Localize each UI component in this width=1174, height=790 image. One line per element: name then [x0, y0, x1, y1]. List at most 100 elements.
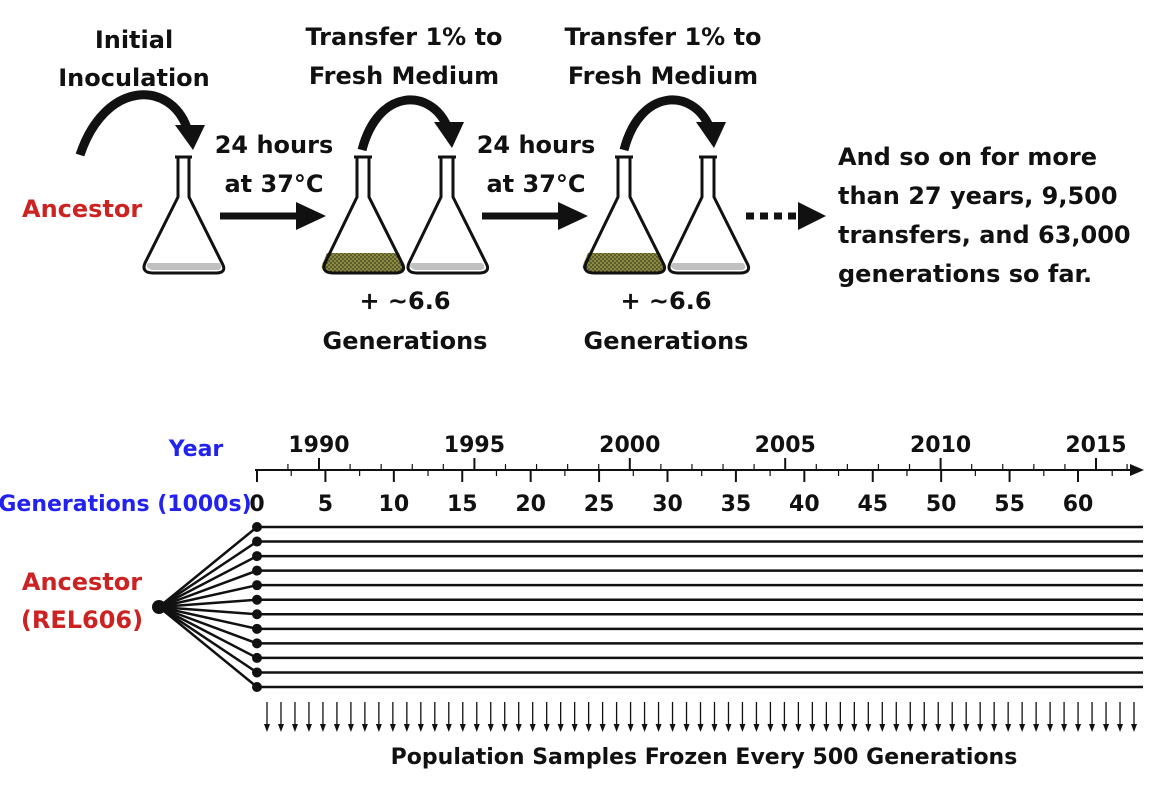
- year-tick-label: 2005: [755, 433, 816, 458]
- curved-arrow-transfer-1: [357, 95, 464, 152]
- frozen-sample-arrow: [389, 702, 396, 732]
- frozen-sample-arrow: [333, 702, 340, 732]
- frozen-sample-arrow: [347, 702, 354, 732]
- frozen-sample-arrow: [1033, 702, 1040, 732]
- incubation-1-line1: 24 hours: [215, 131, 334, 159]
- summary-line-3: transfers, and 63,000: [838, 221, 1131, 249]
- frozen-sample-arrow: [781, 702, 788, 732]
- frozen-sample-arrow: [1061, 702, 1068, 732]
- frozen-sample-arrow: [753, 702, 760, 732]
- population-start-dot: [252, 609, 262, 620]
- population-line: [158, 606, 1143, 692]
- year-tick-label: 2010: [910, 433, 971, 458]
- frozen-sample-arrow: [557, 702, 564, 732]
- step-initial-line1: Initial: [95, 26, 173, 54]
- generation-tick-label: 30: [652, 492, 683, 517]
- continuation-arrow: [746, 202, 826, 230]
- frozen-sample-arrow: [1089, 702, 1096, 732]
- step-transfer1-line1: Transfer 1% to: [305, 23, 502, 51]
- frozen-sample-arrow: [431, 702, 438, 732]
- frozen-sample-arrow: [585, 702, 592, 732]
- frozen-sample-arrow: [627, 702, 634, 732]
- population-line: [158, 522, 1143, 608]
- year-ticks: [287, 458, 1128, 470]
- generation-tick-label: 55: [994, 492, 1025, 517]
- summary-line-1: And so on for more: [838, 143, 1097, 171]
- frozen-sample-arrow: [501, 702, 508, 732]
- population-start-dot: [252, 682, 262, 692]
- frozen-sample-arrow: [823, 702, 830, 732]
- population-line: [158, 536, 1143, 609]
- year-tick-label: 2015: [1065, 433, 1126, 458]
- generation-tick-label: 45: [857, 492, 888, 517]
- step-transfer2-line1: Transfer 1% to: [564, 23, 761, 51]
- frozen-sample-arrow: [641, 702, 648, 732]
- generation-tick-label: 20: [515, 492, 546, 517]
- frozen-sample-arrow: [963, 702, 970, 732]
- frozen-sample-arrows: [264, 702, 1137, 732]
- generation-tick-label: 0: [249, 492, 264, 517]
- frozen-sample-arrow: [361, 702, 368, 732]
- generations-axis-label: Generations (1000s): [0, 492, 252, 517]
- frozen-sample-arrow: [445, 702, 452, 732]
- curved-arrow-inoculation: [75, 90, 205, 157]
- year-tick-label: 1995: [444, 433, 505, 458]
- incubation-2-line2: at 37°C: [486, 170, 585, 198]
- population-line: [158, 605, 1143, 620]
- frozen-sample-arrow: [1131, 702, 1137, 732]
- frozen-sample-arrow: [711, 702, 718, 732]
- incubation-arrow-1: [220, 202, 326, 230]
- frozen-sample-arrow: [375, 702, 382, 732]
- population-start-dot: [252, 522, 262, 532]
- frozen-sample-arrow: [879, 702, 886, 732]
- frozen-sample-arrow: [264, 702, 270, 732]
- frozen-sample-arrow: [613, 702, 620, 732]
- flask-cultured-1: [321, 155, 406, 275]
- frozen-sample-arrow: [949, 702, 956, 732]
- generation-note-2-line1: + ~6.6: [620, 287, 711, 315]
- population-start-dot: [252, 551, 262, 562]
- population-line: [158, 605, 1143, 678]
- frozen-sample-arrow: [683, 702, 690, 732]
- population-line: [158, 594, 1143, 609]
- generation-tick-label: 10: [379, 492, 410, 517]
- ancestor-label-top: Ancestor: [22, 195, 142, 223]
- step-transfer2-line2: Fresh Medium: [568, 62, 758, 90]
- generation-tick-label: 60: [1063, 492, 1094, 517]
- population-start-dot: [252, 623, 262, 634]
- population-start-dot: [252, 638, 262, 649]
- frozen-sample-arrow: [725, 702, 732, 732]
- frozen-sample-arrow: [865, 702, 872, 732]
- frozen-sample-arrow: [599, 702, 606, 732]
- frozen-sample-arrow: [403, 702, 410, 732]
- frozen-sample-arrow: [571, 702, 578, 732]
- frozen-sample-arrow: [305, 702, 312, 732]
- frozen-sample-arrow: [767, 702, 774, 732]
- generation-tick-label: 40: [789, 492, 820, 517]
- flask-cultured-2: [582, 155, 667, 275]
- population-lines: [158, 522, 1143, 692]
- incubation-2-line1: 24 hours: [477, 131, 596, 159]
- frozen-sample-arrow: [291, 702, 298, 732]
- frozen-sample-arrow: [837, 702, 844, 732]
- frozen-sample-arrow: [977, 702, 984, 732]
- population-line: [158, 605, 1143, 663]
- frozen-sample-arrow: [529, 702, 536, 732]
- frozen-sample-arrow: [1019, 702, 1026, 732]
- generation-tick-label: 25: [584, 492, 615, 517]
- generation-note-2-line2: Generations: [584, 327, 749, 355]
- timeline-axis: [255, 464, 1144, 476]
- step-initial-line2: Inoculation: [58, 64, 210, 92]
- frozen-sample-arrow: [417, 702, 424, 732]
- year-tick-labels: 1990 1995 2000 2005 2010 2015: [288, 433, 1126, 458]
- generation-tick-labels: 0 5 10 15 20 25 30 35 40 45 50 55 60: [249, 492, 1093, 517]
- step-transfer1-line2: Fresh Medium: [309, 62, 499, 90]
- generation-tick-label: 35: [721, 492, 752, 517]
- ancestor-node: [152, 600, 166, 614]
- frozen-sample-arrow: [1103, 702, 1110, 732]
- frozen-sample-arrow: [1005, 702, 1012, 732]
- year-axis-label: Year: [168, 437, 224, 462]
- frozen-sample-arrow: [697, 702, 704, 732]
- generation-note-1-line2: Generations: [323, 327, 488, 355]
- frozen-samples-caption: Population Samples Frozen Every 500 Gene…: [391, 745, 1018, 770]
